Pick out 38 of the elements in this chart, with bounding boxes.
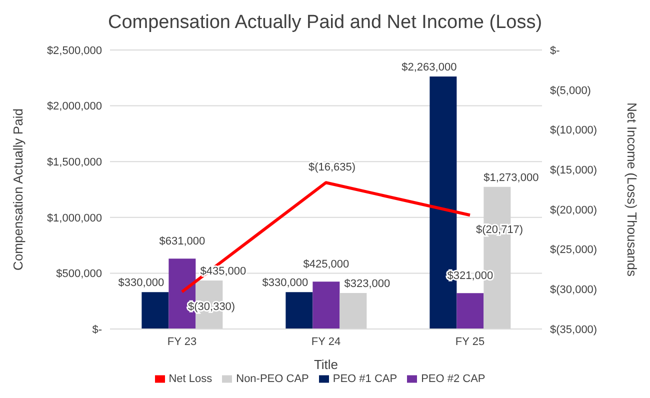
data-label: $323,000 <box>344 278 390 290</box>
y2-tick-label: $(30,000) <box>550 284 598 296</box>
data-label: $(16,635) <box>308 162 356 174</box>
data-label: $425,000 <box>303 258 350 271</box>
legend-label: PEO #1 CAP <box>332 373 398 385</box>
y-tick-label: $1,500,000 <box>46 156 102 169</box>
x-tick-label: FY 24 <box>311 336 341 348</box>
legend-label: Net Loss <box>168 373 212 385</box>
y2-tick-label: $(35,000) <box>550 324 598 336</box>
y2-tick-label: $(25,000) <box>550 244 598 256</box>
y2-tick-label: $- <box>550 44 560 57</box>
chart-title: Compensation Actually Paid and Net Income (Loss) <box>106 11 544 35</box>
data-label: $2,263,000 <box>402 61 457 74</box>
legend-label: PEO #2 CAP <box>421 373 486 385</box>
bar <box>312 282 340 329</box>
legend-label: Non-PEO CAP <box>236 373 309 385</box>
y2-tick-label: $(20,000) <box>550 204 598 216</box>
bar <box>456 293 484 329</box>
y-tick-label: $2,500,000 <box>46 44 102 57</box>
data-label: $330,000 <box>118 277 164 290</box>
y-axis-title: Compensation Actually Paid <box>10 108 26 270</box>
data-label: $1,273,000 <box>484 172 539 184</box>
y-tick-label: $- <box>92 324 102 336</box>
data-label: $330,000 <box>262 277 308 290</box>
data-label: $631,000 <box>159 236 206 248</box>
x-tick-label: FY 25 <box>455 336 485 348</box>
data-label: $(20,717) <box>476 224 524 236</box>
y2-tick-label: $(5,000) <box>550 84 591 97</box>
bar <box>286 292 313 329</box>
bar <box>142 292 169 329</box>
y2-tick-label: $(15,000) <box>550 164 598 176</box>
y-tick-label: $2,000,000 <box>46 100 102 113</box>
y-tick-label: $1,000,000 <box>46 212 102 224</box>
y2-axis-title: Net Income (Loss) Thousands <box>624 102 640 277</box>
y-tick-label: $500,000 <box>56 268 102 280</box>
x-axis-title: Title <box>314 357 338 372</box>
y2-tick-label: $(10,000) <box>550 124 598 137</box>
x-tick-label: FY 23 <box>167 336 197 348</box>
